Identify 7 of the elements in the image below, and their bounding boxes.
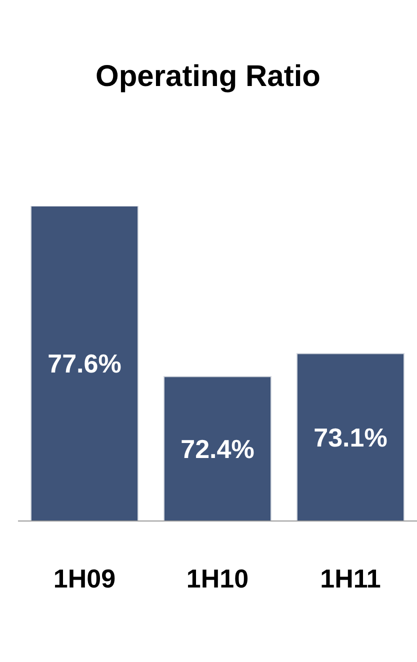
x-tick-label: 1H10 bbox=[186, 563, 249, 594]
data-label: 73.1% bbox=[314, 422, 388, 453]
x-tick-label: 1H09 bbox=[53, 563, 116, 594]
data-label: 77.6% bbox=[48, 348, 122, 379]
data-label: 72.4% bbox=[180, 434, 254, 464]
chart-title: Operating Ratio bbox=[94, 59, 322, 95]
x-tick-label: 1H11 bbox=[320, 563, 381, 594]
